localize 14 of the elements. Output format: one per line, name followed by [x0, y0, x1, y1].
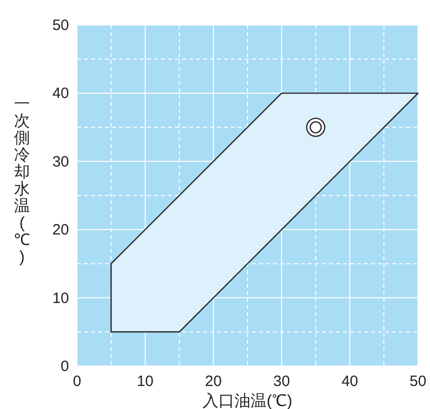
x-tick-label: 40: [341, 373, 358, 390]
x-tick-label: 30: [273, 373, 290, 390]
y-tick-label: 10: [52, 290, 69, 307]
y-tick-label: 30: [52, 153, 69, 170]
x-tick-label: 20: [205, 373, 222, 390]
x-axis-title: 入口油温(℃): [202, 392, 292, 409]
y-tick-label: 50: [52, 17, 69, 34]
x-tick-label: 10: [136, 373, 154, 390]
x-tick-label: 0: [72, 373, 82, 390]
y-tick-label: 40: [52, 85, 69, 102]
text: 一次側冷却水温(℃): [14, 96, 30, 266]
y-tick-label: 0: [60, 358, 69, 375]
y-tick-label: 20: [52, 222, 69, 239]
x-tick-label: 50: [410, 373, 426, 390]
